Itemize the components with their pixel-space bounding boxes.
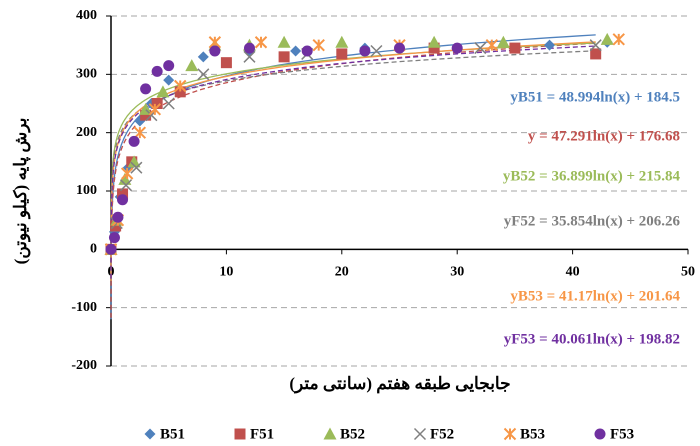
- point: [118, 172, 132, 185]
- trendline: [110, 42, 596, 318]
- trendline-equation: yB51 = 48.994ln(x) + 184.5: [510, 89, 680, 105]
- point: [243, 42, 255, 54]
- point: [485, 38, 499, 52]
- point: [220, 57, 232, 69]
- point: [140, 109, 152, 121]
- legend-label: F51: [250, 426, 274, 442]
- point: [359, 45, 371, 57]
- y-axis-title: برش پایه (کیلو نیوتن): [11, 118, 31, 265]
- point: [174, 86, 186, 98]
- point: [197, 51, 209, 63]
- legend-marker: [144, 428, 156, 440]
- trendline: [110, 41, 596, 281]
- point: [301, 45, 313, 57]
- point: [120, 167, 134, 180]
- point: [427, 35, 441, 48]
- point: [130, 161, 143, 174]
- point: [140, 83, 152, 95]
- point: [243, 50, 256, 63]
- legend-marker: [323, 427, 337, 440]
- legend-marker: [503, 427, 517, 441]
- point: [278, 51, 290, 63]
- legend-label: B53: [520, 426, 545, 442]
- point: [370, 44, 383, 58]
- trendline: [110, 45, 596, 279]
- point: [394, 42, 405, 54]
- y-tick-label: 300: [76, 67, 97, 82]
- point: [148, 103, 162, 116]
- y-tick-label: -200: [71, 358, 97, 373]
- point: [209, 45, 221, 57]
- point: [174, 79, 187, 93]
- trendline-equation: yF53 = 40.061ln(x) + 198.82: [504, 331, 680, 347]
- point: [335, 35, 349, 48]
- point: [162, 97, 175, 110]
- point: [128, 135, 140, 147]
- point: [133, 126, 147, 139]
- x-tick-label: 40: [566, 265, 580, 280]
- point: [156, 85, 170, 98]
- point: [163, 74, 175, 86]
- trendline-equation: yB53 = 41.17ln(x) + 201.64: [510, 288, 680, 304]
- x-tick-label: 50: [681, 265, 695, 280]
- point: [254, 36, 268, 49]
- y-tick-label: 400: [76, 8, 97, 23]
- x-tick-label: 10: [219, 265, 233, 280]
- legend-label: B51: [160, 426, 185, 442]
- trendline-equation: yF52 = 35.854ln(x) + 206.26: [504, 213, 681, 229]
- point: [290, 45, 302, 57]
- point: [197, 68, 210, 81]
- legend-label: F52: [430, 426, 454, 442]
- legend-label: B52: [340, 426, 365, 442]
- point: [589, 39, 602, 52]
- x-tick-label: 20: [335, 265, 349, 280]
- point: [496, 35, 510, 48]
- legend-marker: [594, 428, 606, 440]
- y-tick-label: 0: [90, 242, 97, 257]
- point: [509, 42, 521, 54]
- x-axis-title: جابجایی طبقه هفتم (سانتی متر): [289, 374, 510, 394]
- y-tick-label: 200: [76, 125, 97, 140]
- trendline-equation: y = 47.291ln(x) + 176.68: [528, 128, 680, 144]
- point: [151, 65, 163, 77]
- y-tick-label: -100: [71, 300, 97, 315]
- point: [428, 42, 440, 54]
- point: [105, 243, 117, 255]
- point: [590, 48, 602, 60]
- point: [119, 179, 133, 192]
- point: [185, 59, 199, 72]
- point: [600, 32, 614, 45]
- point: [612, 33, 625, 46]
- point: [127, 155, 141, 168]
- point: [474, 42, 487, 55]
- legend-label: F53: [610, 426, 634, 442]
- point: [336, 48, 348, 60]
- legend-marker: [234, 428, 246, 440]
- point: [163, 60, 175, 72]
- point: [312, 38, 325, 52]
- point: [112, 211, 124, 223]
- legend-marker: [413, 427, 427, 441]
- point: [277, 35, 291, 48]
- point: [544, 39, 556, 51]
- point: [108, 232, 120, 244]
- point: [117, 194, 129, 206]
- point: [110, 220, 122, 232]
- trendline-equation: yB52 = 36.899ln(x) + 215.84: [503, 168, 681, 184]
- point: [117, 188, 129, 200]
- point: [151, 98, 163, 109]
- x-tick-label: 30: [450, 265, 464, 280]
- point: [451, 42, 463, 54]
- y-tick-label: 100: [76, 183, 97, 198]
